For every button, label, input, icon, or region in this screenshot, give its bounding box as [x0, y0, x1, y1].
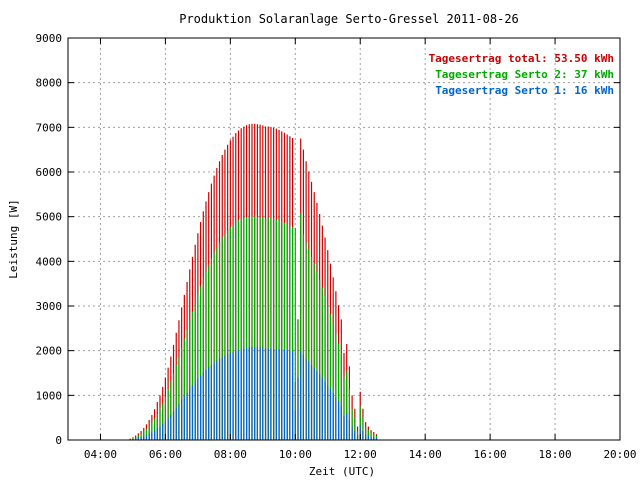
y-tick-label: 3000: [36, 300, 63, 313]
legend-serto-2: Tagesertrag Serto 2: 37 kWh: [435, 68, 614, 81]
x-tick-label: 20:00: [603, 448, 636, 461]
y-tick-label: 2000: [36, 345, 63, 358]
chart-title: Produktion Solaranlage Serto-Gressel 201…: [179, 12, 519, 26]
y-tick-label: 4000: [36, 255, 63, 268]
plot-frame: [67, 37, 621, 441]
x-tick-label: 10:00: [279, 448, 312, 461]
legend: Tagesertrag total: 53.50 kWh Tagesertrag …: [429, 52, 614, 97]
y-axis-label: Leistung [W]: [7, 199, 20, 278]
x-tick-label: 18:00: [538, 448, 571, 461]
y-tick-label: 6000: [36, 166, 63, 179]
x-tick-label: 04:00: [84, 448, 117, 461]
x-tick-label: 14:00: [409, 448, 442, 461]
x-tick-label: 12:00: [344, 448, 377, 461]
y-tick-labels: 0 1000 2000 3000 4000 5000 6000 7000 8000 9000: [36, 32, 63, 447]
y-tick-label: 1000: [36, 389, 63, 402]
legend-serto-1: Tagesertrag Serto 1: 16 kWh: [435, 84, 614, 97]
y-tick-label: 0: [55, 434, 62, 447]
x-tick-label: 06:00: [149, 448, 182, 461]
y-tick-label: 5000: [36, 211, 63, 224]
x-tick-label: 16:00: [474, 448, 507, 461]
y-tick-label: 7000: [36, 121, 63, 134]
y-tick-label: 9000: [36, 32, 63, 45]
y-tick-label: 8000: [36, 77, 63, 90]
ticks: [68, 37, 621, 441]
x-tick-label: 08:00: [214, 448, 247, 461]
legend-total: Tagesertrag total: 53.50 kWh: [429, 52, 614, 65]
x-axis-label: Zeit (UTC): [309, 465, 375, 478]
bars: [129, 123, 378, 440]
x-tick-labels: 04:00 06:00 08:00 10:00 12:00 14:00 16:00 18:00…: [84, 448, 637, 461]
